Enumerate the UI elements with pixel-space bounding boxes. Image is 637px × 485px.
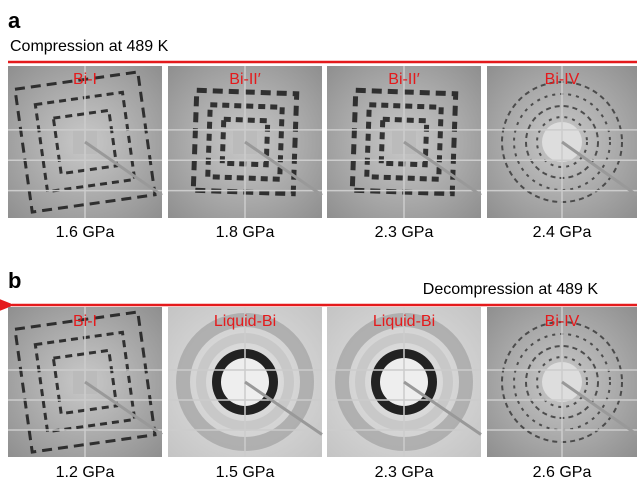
panel: a Compression at 489 K Bi-I 1.6 GPa Bi-II′ 1.… xyxy=(8,8,637,241)
diffraction-image: Bi-II′ xyxy=(168,66,322,218)
pressure-label: 1.2 GPa xyxy=(56,464,115,481)
diffraction-image: Bi-IV xyxy=(487,66,637,218)
direction-label: Compression at 489 K xyxy=(10,38,169,55)
phase-label: Bi-IV xyxy=(545,71,580,88)
diffraction-image: Bi-IV xyxy=(487,307,637,457)
phase-label: Liquid-Bi xyxy=(214,313,276,330)
panel-label: b xyxy=(8,268,21,293)
phase-label: Liquid-Bi xyxy=(373,313,435,330)
pressure-label: 2.3 GPa xyxy=(375,464,434,481)
panel: b Decompression at 489 K Bi-I 1.2 GPa Liquid… xyxy=(8,268,637,481)
diffraction-image: Bi-I xyxy=(8,307,162,457)
pressure-label: 2.6 GPa xyxy=(533,464,592,481)
pressure-label: 1.6 GPa xyxy=(56,224,115,241)
diffraction-image: Bi-I xyxy=(8,66,162,218)
diffraction-image: Liquid-Bi xyxy=(168,307,322,457)
phase-label: Bi-IV xyxy=(545,313,580,330)
diffraction-image: Liquid-Bi xyxy=(327,307,481,457)
pressure-label: 2.4 GPa xyxy=(533,224,592,241)
panel-label: a xyxy=(8,8,21,33)
direction-label: Decompression at 489 K xyxy=(423,281,599,298)
figure: a Compression at 489 K Bi-I 1.6 GPa Bi-II′ 1.… xyxy=(0,0,637,485)
phase-label: Bi-I xyxy=(73,313,97,330)
pressure-label: 2.3 GPa xyxy=(375,224,434,241)
pressure-label: 1.5 GPa xyxy=(216,464,275,481)
diffraction-image: Bi-II′ xyxy=(327,66,481,218)
phase-label: Bi-II′ xyxy=(388,71,419,88)
pressure-label: 1.8 GPa xyxy=(216,224,275,241)
phase-label: Bi-II′ xyxy=(229,71,260,88)
phase-label: Bi-I xyxy=(73,71,97,88)
